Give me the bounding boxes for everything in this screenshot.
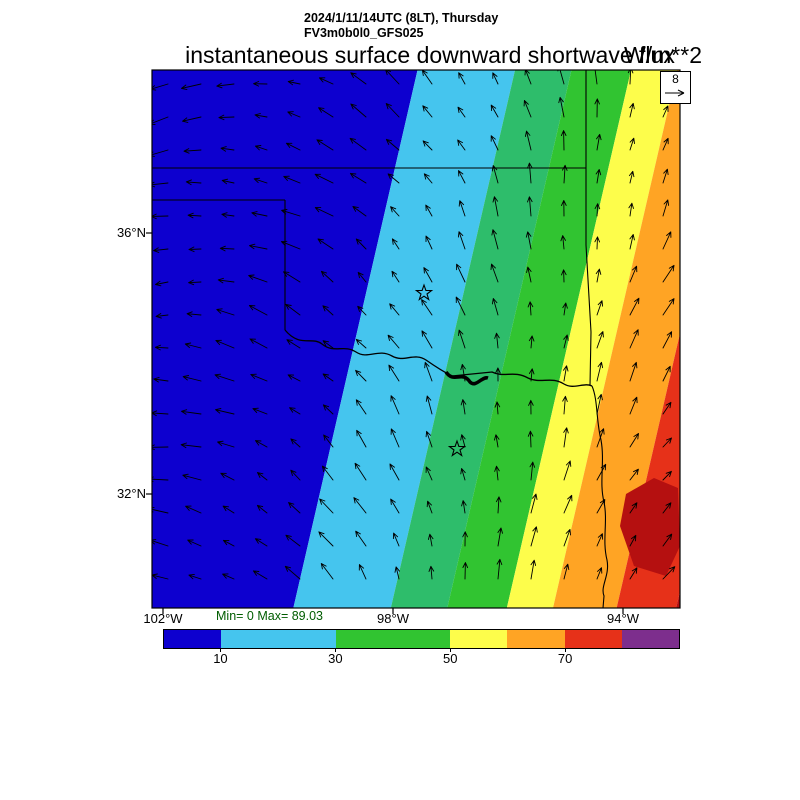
lat-label: 36°N <box>116 225 146 240</box>
lon-label: 102°W <box>143 611 183 626</box>
wind-reference-arrow-icon <box>665 89 685 97</box>
plot-title: instantaneous surface downward shortwave… <box>185 42 675 68</box>
units-label: W/m**2 <box>624 42 702 68</box>
lon-label: 98°W <box>377 611 409 626</box>
wind-reference-value: 8 <box>672 72 679 86</box>
red-river-border <box>284 329 593 387</box>
colorbar-segment <box>221 630 336 648</box>
colorbar-tick <box>220 648 222 652</box>
colorbar-tick <box>450 648 452 652</box>
colorbar-tick-label: 30 <box>328 651 343 666</box>
colorbar-segment <box>335 630 451 648</box>
flux-band <box>433 70 680 608</box>
flux-band <box>333 70 680 608</box>
river-lake-thick-segment <box>444 370 489 386</box>
min-max-stats: Min= 0 Max= 89.03 <box>216 609 324 623</box>
colorbar-segment <box>621 630 679 648</box>
flux-high-blob <box>620 478 680 576</box>
map-frame <box>151 69 681 609</box>
colorbar-tick-label: 10 <box>213 651 228 666</box>
model-run-label: FV3m0b0l0_GFS025 <box>304 26 424 40</box>
location-star-markers <box>414 283 467 457</box>
colorbar-segment <box>564 630 622 648</box>
state-borders <box>152 70 592 387</box>
colorbar-tick <box>335 648 337 652</box>
valid-time-label: 2024/1/11/14UTC (8LT), Thursday <box>304 11 499 25</box>
wind-reference-box: 8 <box>660 71 691 104</box>
colorbar-tick-label: 50 <box>442 651 458 666</box>
colorbar-segment <box>450 630 508 648</box>
colorbar-tick <box>565 648 567 652</box>
lon-label: 94°W <box>607 611 639 626</box>
lat-label: 32°N <box>116 486 146 501</box>
location-star-marker <box>447 439 467 457</box>
colorbar-segment <box>164 630 222 648</box>
flux-band <box>279 70 649 608</box>
colorbar <box>163 629 680 649</box>
colorbar-segment <box>507 630 565 648</box>
colorbar-tick-label: 70 <box>557 651 573 666</box>
texas-east-border <box>591 385 609 608</box>
location-star-marker <box>414 283 434 301</box>
wind-vectors <box>152 70 676 580</box>
axis-tick-marks <box>146 232 624 614</box>
flux-band <box>389 70 680 608</box>
